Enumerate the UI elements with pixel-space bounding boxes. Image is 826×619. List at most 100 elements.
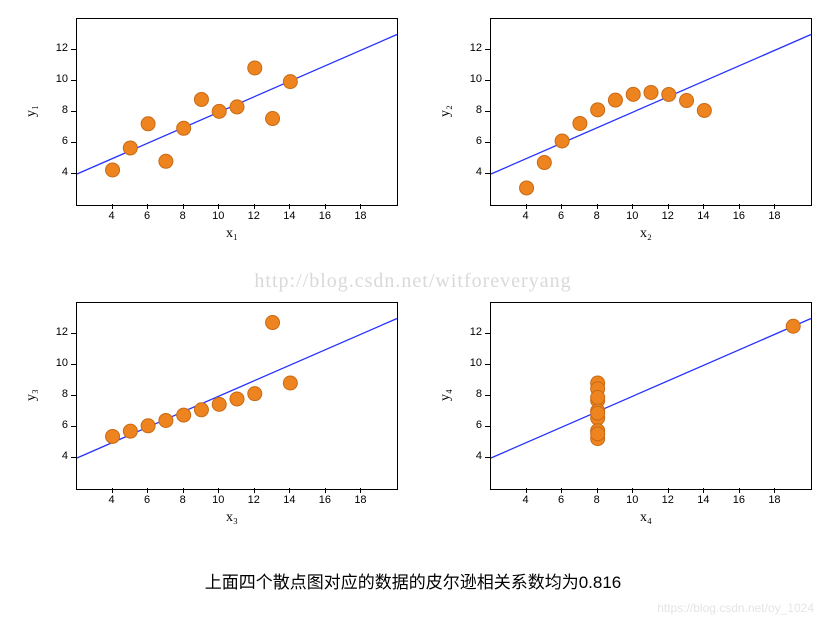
plot-area [76, 18, 398, 206]
y-tick-label: 6 [48, 135, 68, 147]
regression-line [491, 319, 811, 459]
y-tick [71, 426, 76, 427]
x-tick-label: 14 [281, 494, 297, 506]
y-tick [71, 142, 76, 143]
data-point [177, 408, 191, 422]
plot-area [490, 18, 812, 206]
x-tick-label: 12 [660, 210, 676, 222]
y-tick [485, 426, 490, 427]
x-tick [668, 204, 669, 209]
x-tick [183, 204, 184, 209]
x-tick [774, 488, 775, 493]
data-point [106, 163, 120, 177]
caption-text: 上面四个散点图对应的数据的皮尔逊相关系数均为0.816 [0, 568, 826, 593]
data-point [194, 92, 208, 106]
y-tick-label: 12 [48, 326, 68, 338]
y-tick [485, 364, 490, 365]
data-point [266, 112, 280, 126]
data-point [159, 154, 173, 168]
y-tick [71, 173, 76, 174]
y-tick-label: 12 [462, 42, 482, 54]
y-tick [71, 111, 76, 112]
x-tick-label: 18 [352, 494, 368, 506]
x-tick-label: 12 [246, 210, 262, 222]
y-tick-label: 10 [48, 73, 68, 85]
x-axis-label: x₁ [226, 226, 238, 242]
y-tick-label: 12 [462, 326, 482, 338]
data-point [266, 316, 280, 330]
data-point [212, 397, 226, 411]
x-tick [183, 488, 184, 493]
y-tick [71, 49, 76, 50]
x-tick [218, 204, 219, 209]
y-axis-label: y₁ [24, 105, 40, 117]
x-tick [218, 488, 219, 493]
x-tick-label: 18 [352, 210, 368, 222]
data-point [141, 117, 155, 131]
x-tick-label: 6 [139, 494, 155, 506]
regression-line [77, 319, 397, 459]
scatter-panel-p1: 46810121416184681012x₁y₁ [14, 10, 398, 250]
y-tick [485, 111, 490, 112]
data-point [555, 134, 569, 148]
data-point [573, 116, 587, 130]
chart-grid: 46810121416184681012x₁y₁4681012141618468… [0, 0, 826, 534]
data-point [194, 403, 208, 417]
y-tick-label: 8 [462, 104, 482, 116]
x-tick-label: 6 [553, 210, 569, 222]
x-tick [561, 204, 562, 209]
x-tick-label: 14 [281, 210, 297, 222]
x-tick-label: 16 [731, 210, 747, 222]
plot-svg [491, 19, 811, 205]
x-tick-label: 18 [766, 494, 782, 506]
y-tick-label: 12 [48, 42, 68, 54]
y-tick-label: 4 [48, 166, 68, 178]
data-point [608, 93, 622, 107]
scatter-panel-p4: 46810121416184681012x₄y₄ [428, 294, 812, 534]
x-tick-label: 16 [731, 494, 747, 506]
x-tick-label: 4 [518, 210, 534, 222]
x-tick [112, 488, 113, 493]
y-tick [71, 395, 76, 396]
x-tick [703, 204, 704, 209]
plot-svg [77, 303, 397, 489]
data-point [123, 424, 137, 438]
x-tick [289, 488, 290, 493]
x-axis-label: x₄ [640, 510, 652, 526]
y-tick-label: 6 [462, 135, 482, 147]
y-axis-label: y₃ [24, 389, 40, 401]
x-axis-label: x₂ [640, 226, 652, 242]
y-tick [71, 364, 76, 365]
x-tick-label: 6 [139, 210, 155, 222]
x-tick [561, 488, 562, 493]
x-tick-label: 14 [695, 210, 711, 222]
y-tick [485, 80, 490, 81]
x-tick [112, 204, 113, 209]
data-point [697, 103, 711, 117]
x-tick-label: 4 [104, 210, 120, 222]
y-tick [485, 333, 490, 334]
scatter-panel-p2: 46810121416184681012x₂y₂ [428, 10, 812, 250]
data-point [212, 104, 226, 118]
x-tick-label: 14 [695, 494, 711, 506]
x-tick-label: 8 [589, 494, 605, 506]
x-tick [632, 488, 633, 493]
x-tick [254, 488, 255, 493]
x-tick-label: 16 [317, 210, 333, 222]
x-tick [739, 488, 740, 493]
data-point [537, 156, 551, 170]
data-point [123, 141, 137, 155]
data-point [283, 376, 297, 390]
x-tick [526, 204, 527, 209]
data-point [626, 87, 640, 101]
plot-area [490, 302, 812, 490]
plot-svg [491, 303, 811, 489]
x-tick [597, 204, 598, 209]
y-tick-label: 6 [462, 419, 482, 431]
x-tick-label: 10 [624, 494, 640, 506]
x-tick [325, 204, 326, 209]
y-tick-label: 10 [462, 73, 482, 85]
data-point [591, 103, 605, 117]
x-tick [325, 488, 326, 493]
x-axis-label: x₃ [226, 510, 238, 526]
